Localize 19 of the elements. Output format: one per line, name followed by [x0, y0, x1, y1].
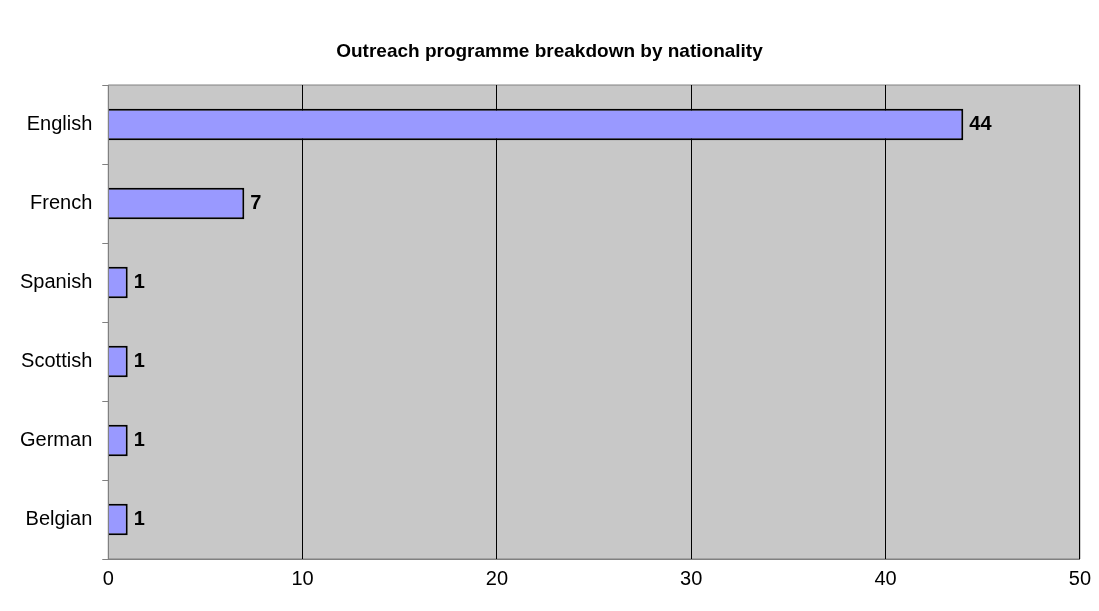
x-tick-label: 20	[485, 566, 509, 589]
data-label: 7	[250, 191, 262, 214]
y-tick-label: German	[20, 428, 93, 451]
x-tick-label: 0	[102, 566, 114, 589]
y-tick-label: Scottish	[21, 349, 93, 372]
y-tick-label: French	[30, 191, 93, 214]
x-tick-label: 40	[874, 566, 897, 589]
data-label: 1	[133, 507, 145, 530]
data-label: 1	[133, 428, 145, 451]
x-tick-label: 10	[291, 566, 314, 589]
data-label: 44	[969, 112, 993, 135]
data-label: 1	[133, 270, 145, 293]
chart-title: Outreach programme breakdown by nationality	[335, 40, 764, 62]
x-tick-label: 30	[680, 566, 703, 589]
y-tick-label: English	[26, 112, 93, 135]
x-tick-label: 50	[1068, 566, 1091, 589]
y-tick-label: Belgian	[25, 507, 93, 530]
data-label: 1	[133, 349, 145, 372]
y-tick-label: Spanish	[19, 270, 93, 293]
